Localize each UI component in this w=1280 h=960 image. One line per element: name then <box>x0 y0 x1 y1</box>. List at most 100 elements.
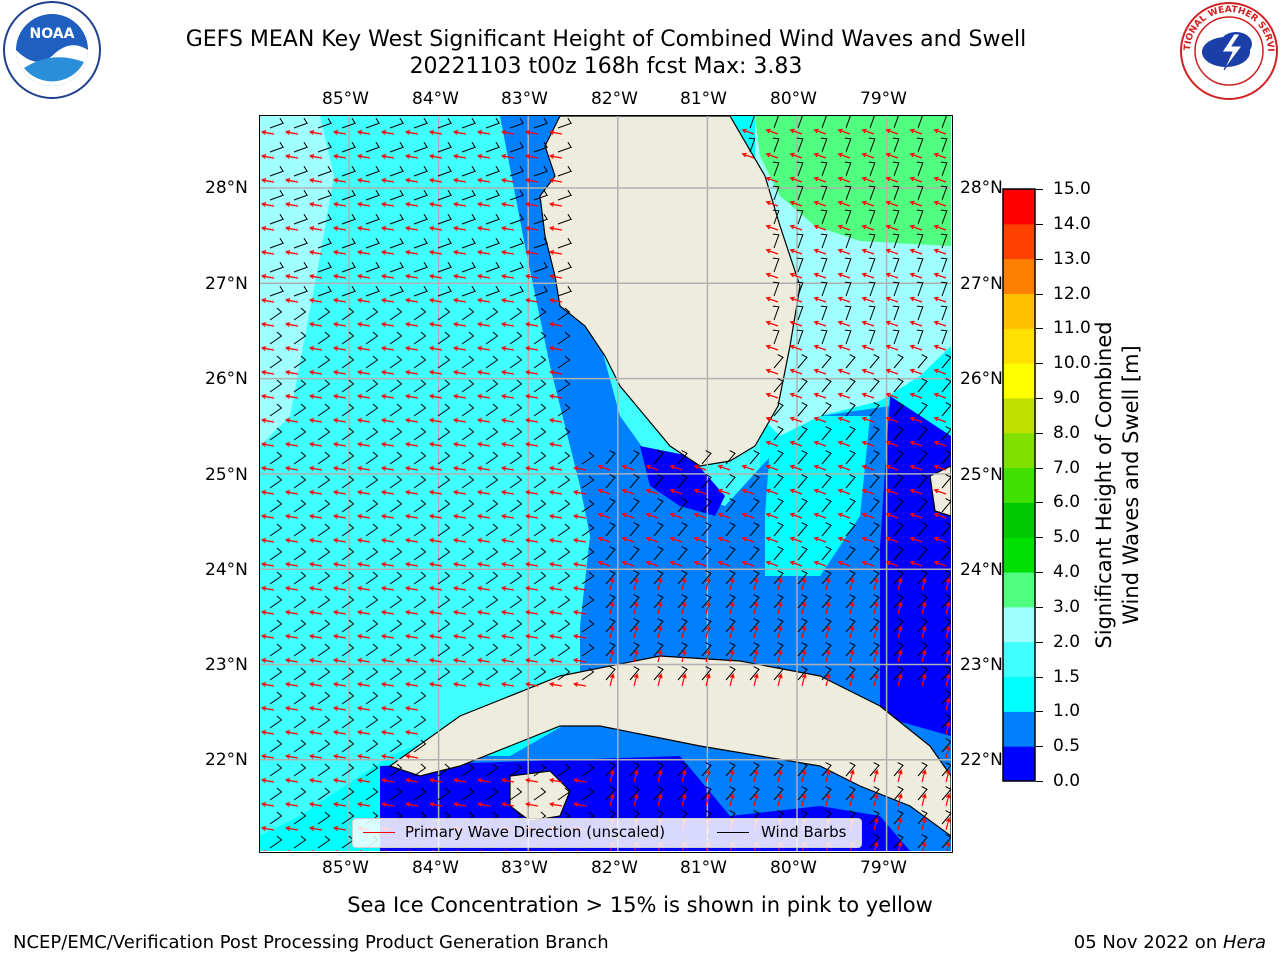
wave-direction-arrow <box>909 176 923 183</box>
wind-barb <box>269 285 284 297</box>
wind-barb <box>437 213 452 225</box>
wind-barb <box>317 307 331 321</box>
wave-direction-arrow <box>284 634 299 639</box>
wind-barb <box>509 595 523 609</box>
wave-direction-arrow <box>909 560 923 567</box>
wind-barb <box>677 594 688 609</box>
colorbar-tick-label: 15.0 <box>1053 179 1091 199</box>
colorbar-tick-mark <box>1036 363 1043 365</box>
wind-barb <box>797 546 808 561</box>
wave-direction-arrow <box>885 224 899 231</box>
wave-direction-arrow <box>284 538 299 543</box>
wind-barb <box>893 834 904 849</box>
wind-barb <box>533 379 547 393</box>
wind-barb <box>749 498 760 513</box>
wave-direction-arrow <box>765 248 779 255</box>
wave-direction-arrow <box>380 418 395 423</box>
wave-direction-arrow <box>861 440 875 447</box>
wave-direction-arrow <box>380 730 395 735</box>
wave-direction-arrow <box>260 322 275 327</box>
wave-direction-arrow <box>356 298 371 303</box>
wind-barb <box>797 594 808 609</box>
wind-barb <box>293 165 308 177</box>
wave-direction-arrow <box>476 178 491 183</box>
wind-barb <box>797 786 808 801</box>
wave-direction-arrow <box>260 658 275 663</box>
wind-barb <box>869 426 880 441</box>
wind-barb <box>317 571 331 585</box>
colorbar-segment <box>1003 676 1035 712</box>
wind-barb <box>509 307 523 321</box>
wave-direction-arrow <box>861 176 875 183</box>
wind-barb <box>509 475 523 489</box>
wave-direction-arrow <box>428 466 443 471</box>
wave-direction-arrow <box>332 514 347 519</box>
wave-direction-arrow <box>548 610 563 615</box>
wave-direction-arrow <box>500 778 515 783</box>
wave-direction-arrow <box>500 466 515 471</box>
wind-barb <box>413 427 427 441</box>
wave-direction-arrow <box>777 649 783 663</box>
wave-direction-arrow <box>885 272 899 279</box>
wave-direction-arrow <box>308 514 323 519</box>
wind-barb <box>389 355 403 369</box>
wind-barb <box>341 451 355 465</box>
wind-barb <box>341 165 356 177</box>
wind-barb <box>917 474 928 489</box>
wave-direction-arrow <box>813 560 827 567</box>
wave-direction-arrow <box>705 673 711 687</box>
wave-direction-arrow <box>476 490 491 495</box>
wind-barb <box>293 213 308 225</box>
wind-barb <box>653 762 664 777</box>
wave-direction-arrow <box>500 298 515 303</box>
wind-barb <box>317 763 331 777</box>
wave-direction-arrow <box>500 562 515 567</box>
wind-barb <box>677 642 688 657</box>
colorbar-segment <box>1003 258 1035 294</box>
wave-direction-arrow <box>308 346 323 351</box>
wave-direction-arrow <box>861 368 875 375</box>
colorbar-segment <box>1003 293 1035 329</box>
wave-direction-arrow <box>861 512 875 519</box>
wind-barb <box>941 546 951 561</box>
wind-barb <box>533 117 548 129</box>
wind-barb <box>509 141 524 153</box>
wave-direction-arrow <box>837 440 851 447</box>
wave-direction-arrow <box>681 601 687 615</box>
wind-barb <box>413 739 427 753</box>
wave-direction-arrow <box>789 536 803 543</box>
wind-barb <box>869 666 880 681</box>
wave-direction-arrow <box>260 202 275 207</box>
wave-direction-arrow <box>548 346 563 351</box>
wave-direction-arrow <box>380 250 395 255</box>
wave-direction-arrow <box>356 250 371 255</box>
wind-barb <box>796 185 804 201</box>
wind-barb <box>749 594 760 609</box>
lat-label-left: 23°N <box>205 655 248 675</box>
wave-direction-arrow <box>572 610 587 615</box>
wave-direction-arrow <box>765 368 779 375</box>
lat-label-left: 22°N <box>205 750 248 770</box>
wind-barb <box>557 523 571 537</box>
wind-barb <box>437 261 452 273</box>
wave-direction-arrow <box>260 466 275 471</box>
wind-barb <box>749 618 760 633</box>
wave-direction-arrow <box>404 514 419 519</box>
wind-barb <box>293 141 308 153</box>
wave-direction-arrow <box>765 416 779 423</box>
wind-barb <box>341 379 355 393</box>
wind-barb <box>317 213 332 225</box>
wave-direction-arrow <box>548 250 563 255</box>
wind-barb <box>941 378 951 393</box>
wave-direction-arrow <box>428 178 443 183</box>
wave-direction-arrow <box>789 464 803 471</box>
wind-barb <box>796 161 804 177</box>
wind-barb <box>749 762 760 777</box>
lon-label-top: 79°W <box>860 89 907 109</box>
wave-direction-arrow <box>524 514 539 519</box>
wind-barb <box>533 763 547 777</box>
wind-barb <box>509 547 523 561</box>
wave-direction-arrow <box>380 586 395 591</box>
wave-direction-arrow <box>476 298 491 303</box>
wind-barb <box>533 285 548 297</box>
